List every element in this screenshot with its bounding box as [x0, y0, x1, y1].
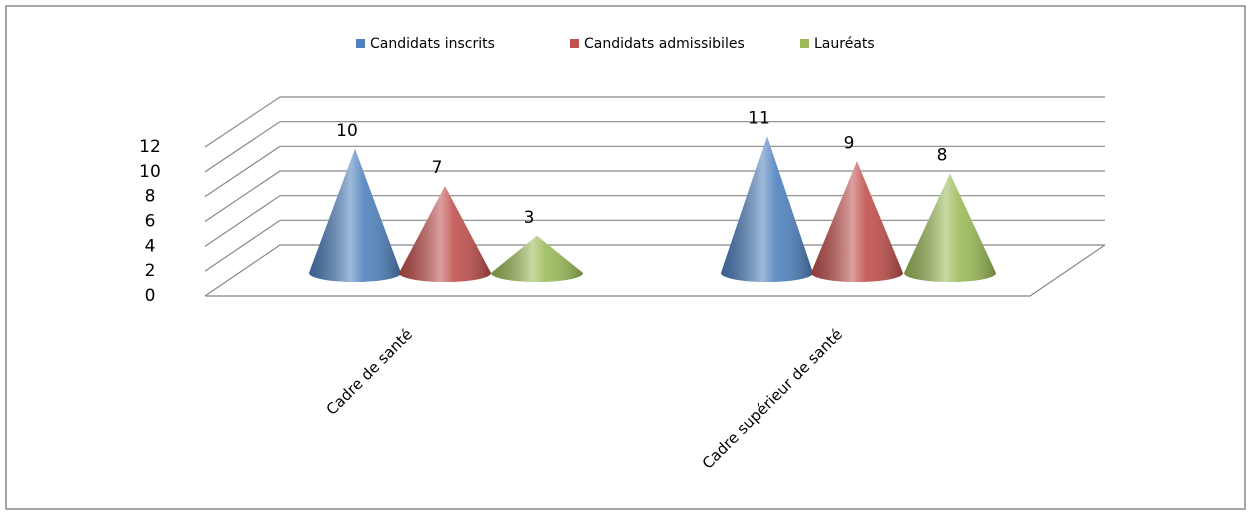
- grid-line: [204, 96, 1105, 148]
- y-tick-label: 6: [145, 212, 156, 232]
- grid-line: [204, 219, 1105, 272]
- y-tick-label: 8: [145, 187, 156, 207]
- y-tick-label: 10: [139, 162, 161, 182]
- legend-swatch: [570, 39, 579, 48]
- legend-label: Candidats inscrits: [370, 36, 495, 52]
- y-tick-label: 0: [145, 286, 156, 306]
- grid-line: [204, 170, 1105, 222]
- cone-shine: [904, 173, 996, 282]
- cone-shine: [721, 136, 813, 282]
- cone-shine: [811, 161, 903, 282]
- legend-label: Lauréats: [814, 36, 875, 52]
- grid-line: [204, 121, 1105, 173]
- cone-shine: [491, 235, 583, 282]
- data-label: 9: [844, 133, 855, 153]
- floor: [205, 244, 1106, 297]
- legend-label: Candidats admissibiles: [584, 36, 745, 52]
- data-label: 7: [432, 158, 443, 178]
- legend-swatch: [800, 39, 809, 48]
- grid-line: [204, 195, 1105, 247]
- legend-swatch: [356, 39, 365, 48]
- data-label: 8: [937, 146, 948, 166]
- grid-line: [204, 145, 1105, 198]
- data-label: 3: [524, 208, 535, 228]
- y-tick-label: 12: [139, 137, 161, 157]
- data-label: 10: [336, 121, 358, 141]
- chart-frame: [5, 5, 1246, 510]
- cone-shine: [399, 186, 491, 282]
- cone-shine: [309, 148, 401, 282]
- y-tick-label: 2: [145, 261, 156, 281]
- y-tick-label: 4: [145, 236, 156, 256]
- data-label: 11: [748, 108, 770, 128]
